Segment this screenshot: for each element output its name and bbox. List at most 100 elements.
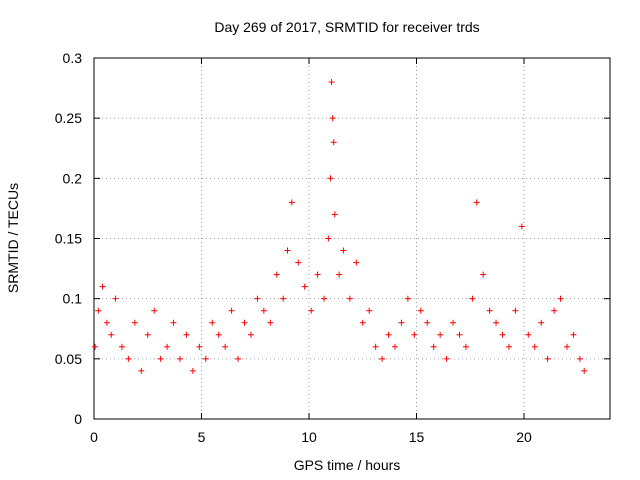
data-point (417, 307, 424, 314)
data-point (557, 295, 564, 302)
data-point (328, 79, 335, 86)
data-point (308, 307, 315, 314)
data-point (437, 331, 444, 338)
data-point (103, 319, 110, 326)
data-point (108, 331, 115, 338)
data-point (222, 343, 229, 350)
data-point (254, 295, 261, 302)
data-point (196, 343, 203, 350)
data-point (330, 139, 337, 146)
data-point (325, 235, 332, 242)
data-point (151, 307, 158, 314)
data-point (544, 355, 551, 362)
data-point (189, 367, 196, 374)
data-point (443, 355, 450, 362)
data-point (398, 319, 405, 326)
data-point (480, 271, 487, 278)
data-point (267, 319, 274, 326)
data-point (518, 223, 525, 230)
data-point (280, 295, 287, 302)
data-point (138, 367, 145, 374)
data-point (392, 343, 398, 350)
data-point (505, 343, 512, 350)
data-point (340, 247, 347, 254)
data-point (450, 319, 457, 326)
data-point (95, 307, 102, 314)
data-point (112, 295, 119, 302)
data-point (581, 367, 588, 374)
y-tick-label: 0.2 (63, 170, 83, 186)
data-point (157, 355, 164, 362)
data-point (228, 307, 235, 314)
data-point (570, 331, 577, 338)
data-point (170, 319, 177, 326)
x-tick-label: 5 (198, 429, 206, 445)
data-point (456, 331, 463, 338)
data-point (346, 295, 353, 302)
y-tick-label: 0 (74, 411, 82, 427)
data-point (301, 283, 308, 290)
data-point (469, 295, 476, 302)
y-tick-label: 0.1 (63, 291, 83, 307)
x-axis-label: GPS time / hours (294, 457, 401, 473)
data-point (424, 319, 431, 326)
data-point (321, 295, 328, 302)
x-tick-label: 15 (409, 429, 425, 445)
data-point (209, 319, 216, 326)
data-point (385, 331, 392, 338)
data-point (215, 331, 222, 338)
y-tick-label: 0.3 (63, 50, 83, 66)
data-point (131, 319, 138, 326)
data-point (202, 355, 209, 362)
data-point (430, 343, 437, 350)
y-tick-label: 0.05 (55, 351, 82, 367)
data-point (327, 175, 334, 182)
data-point (486, 307, 493, 314)
data-point (314, 271, 321, 278)
x-tick-label: 10 (301, 429, 317, 445)
data-point (295, 259, 302, 266)
data-point (493, 319, 500, 326)
data-point (379, 355, 386, 362)
data-point (366, 307, 373, 314)
data-point (336, 271, 343, 278)
data-point (372, 343, 379, 350)
data-point (538, 319, 545, 326)
x-tick-label: 0 (90, 429, 98, 445)
data-point (499, 331, 506, 338)
data-point (531, 343, 538, 350)
x-tick-label: 20 (516, 429, 532, 445)
data-point (359, 319, 366, 326)
data-point (331, 211, 338, 218)
data-point (284, 247, 291, 254)
chart-title: Day 269 of 2017, SRMTID for receiver trd… (214, 19, 479, 35)
data-point (462, 343, 469, 350)
y-tick-label: 0.15 (55, 231, 82, 247)
data-point (564, 343, 570, 350)
y-axis-label: SRMTID / TECUs (5, 183, 21, 293)
data-point (247, 331, 254, 338)
data-point (288, 199, 295, 206)
data-point (241, 319, 248, 326)
y-tick-label: 0.25 (55, 110, 82, 126)
data-point (260, 307, 267, 314)
data-point (235, 355, 242, 362)
data-point (125, 355, 132, 362)
data-point (525, 331, 532, 338)
data-point (551, 307, 558, 314)
data-point (576, 355, 583, 362)
data-point (177, 355, 183, 362)
data-points (92, 79, 588, 374)
grid-lines (94, 58, 610, 419)
data-point (273, 271, 280, 278)
data-point (512, 307, 519, 314)
data-point (92, 343, 99, 350)
axis-ticks: 0 5 10 15 20 0 0.05 0.1 0.15 0.2 0.25 0.3 (55, 50, 610, 445)
data-point (329, 115, 336, 122)
data-point (353, 259, 360, 266)
data-point (411, 331, 418, 338)
data-point (473, 199, 480, 206)
data-point (164, 343, 171, 350)
